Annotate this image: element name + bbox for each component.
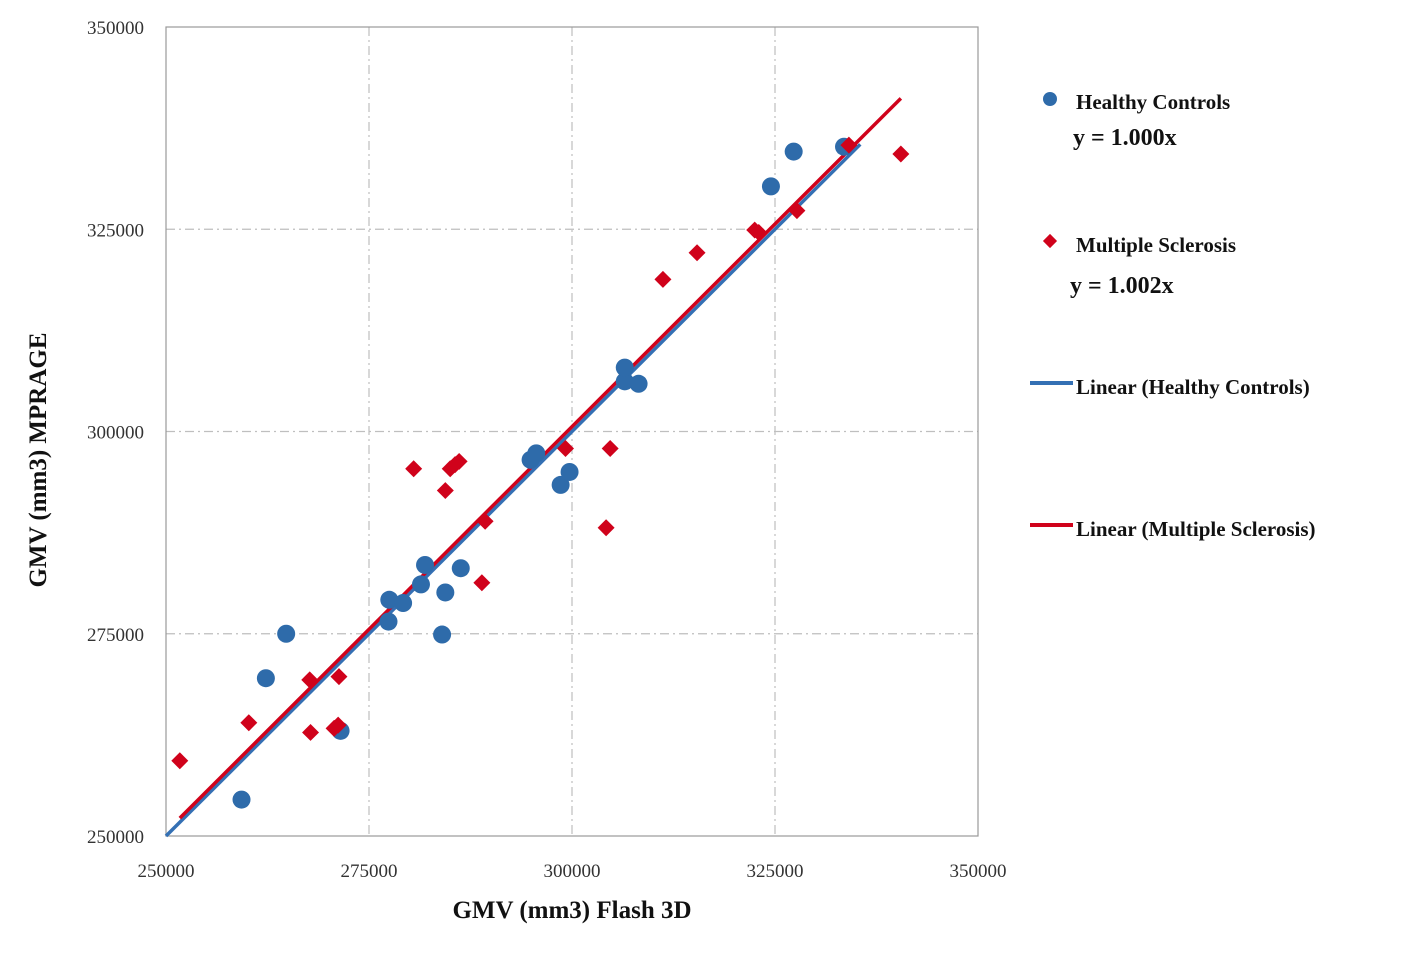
data-point-circle <box>451 559 470 578</box>
legend-item-multiple-sclerosis: Multiple Sclerosis y = 1.002x <box>1042 233 1236 299</box>
data-point-diamond <box>436 482 454 500</box>
y-tick-label: 250000 <box>87 827 144 848</box>
data-point-circle <box>784 142 803 161</box>
x-tick-label: 275000 <box>341 861 398 882</box>
data-point-diamond <box>654 270 672 288</box>
data-point-diamond <box>892 145 910 163</box>
data-point-circle <box>436 583 455 602</box>
data-point-circle <box>394 594 413 613</box>
data-point-diamond <box>750 224 768 241</box>
data-point-diamond <box>476 512 494 530</box>
data-point-circle <box>379 612 398 631</box>
data-point-circle <box>761 177 780 196</box>
data-point-diamond <box>557 440 574 457</box>
data-point-circle <box>551 475 570 494</box>
plot-area-border <box>165 26 979 837</box>
equation-healthy-controls: y = 1.000x <box>1073 125 1177 151</box>
y-tick-label: 325000 <box>87 220 144 241</box>
data-point-diamond <box>171 752 189 770</box>
data-point-diamond <box>788 202 806 220</box>
data-point-diamond <box>688 244 706 262</box>
legend-item-linear-multiple-sclerosis: Linear (Multiple Sclerosis) <box>1030 517 1316 541</box>
legend-item-linear-healthy-controls: Linear (Healthy Controls) <box>1030 375 1310 399</box>
data-point-diamond <box>301 671 319 689</box>
data-point-diamond <box>405 460 423 478</box>
x-tick-label: 350000 <box>950 861 1007 882</box>
x-tick-label: 250000 <box>138 861 195 882</box>
data-point-diamond <box>601 440 619 457</box>
series-multiple-sclerosis <box>171 136 910 770</box>
trendline-healthy-controls <box>164 143 862 838</box>
legend-label-linear-multiple-sclerosis: Linear (Multiple Sclerosis) <box>1076 517 1316 541</box>
y-tick-label: 275000 <box>87 625 144 646</box>
data-point-circle <box>433 625 452 644</box>
data-point-diamond <box>473 574 491 592</box>
data-point-diamond <box>329 716 347 734</box>
legend-label-healthy-controls: Healthy Controls <box>1076 90 1230 114</box>
equation-multiple-sclerosis: y = 1.002x <box>1070 273 1174 299</box>
x-tick-labels: 250000 275000 300000 325000 350000 <box>138 861 1007 882</box>
x-axis-title: GMV (mm3) Flash 3D <box>452 897 691 924</box>
legend-item-healthy-controls: Healthy Controls y = 1.000x <box>1043 90 1230 151</box>
data-point-circle <box>615 358 634 377</box>
x-tick-label: 325000 <box>747 861 804 882</box>
data-point-circle <box>277 624 296 643</box>
y-tick-label: 350000 <box>87 18 144 39</box>
data-point-diamond <box>597 519 615 537</box>
x-tick-label: 300000 <box>544 861 601 882</box>
data-point-circle <box>527 444 546 463</box>
data-point-circle <box>615 372 634 391</box>
legend-label-multiple-sclerosis: Multiple Sclerosis <box>1076 233 1236 257</box>
data-point-circle <box>629 374 648 393</box>
y-tick-labels: 250000 275000 300000 325000 350000 <box>87 18 144 848</box>
data-point-circle <box>256 669 275 688</box>
legend-marker-diamond-icon <box>1042 233 1058 249</box>
data-point-diamond <box>840 136 858 154</box>
data-point-diamond <box>450 452 468 470</box>
legend-marker-circle-icon <box>1043 92 1057 106</box>
data-point-circle <box>380 590 399 609</box>
legend: Healthy Controls y = 1.000x Multiple Scl… <box>1030 90 1316 541</box>
data-point-circle <box>411 575 430 594</box>
data-point-diamond <box>240 714 258 732</box>
legend-label-linear-healthy-controls: Linear (Healthy Controls) <box>1076 375 1310 399</box>
data-point-diamond <box>302 723 320 741</box>
y-axis-title: GMV (mm3) MPRAGE <box>25 332 52 587</box>
data-point-circle <box>416 555 435 574</box>
y-tick-label: 300000 <box>87 423 144 444</box>
data-point-circle <box>232 790 251 809</box>
data-points <box>171 136 910 809</box>
data-point-circle <box>560 462 579 481</box>
data-point-diamond <box>330 668 348 686</box>
